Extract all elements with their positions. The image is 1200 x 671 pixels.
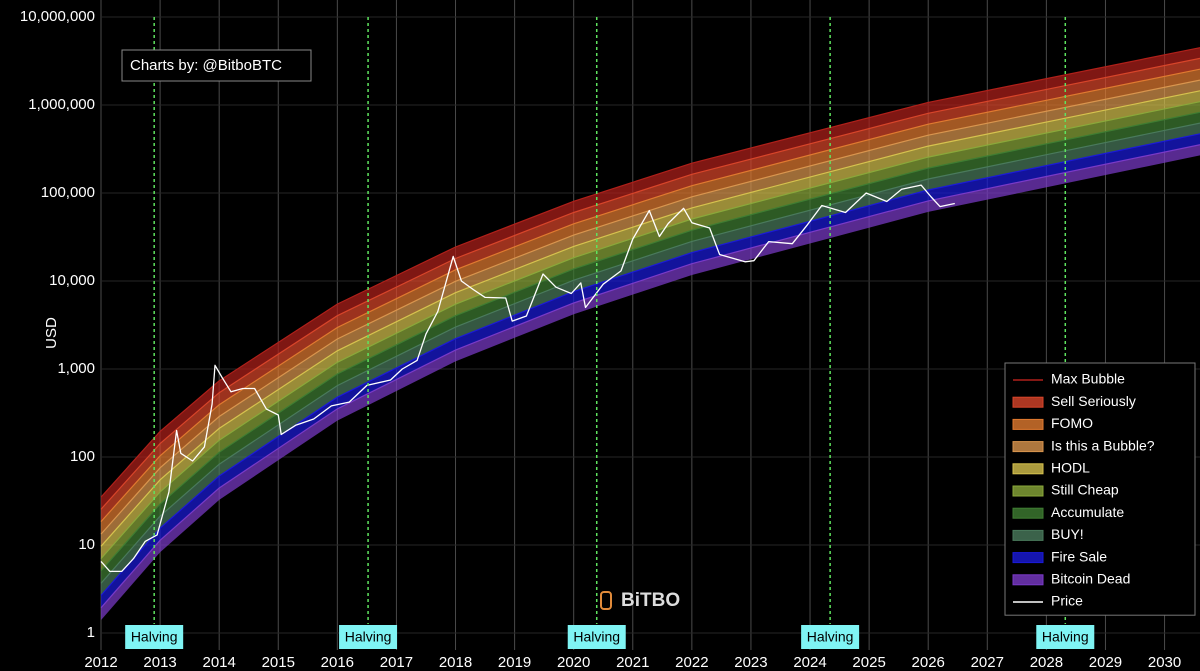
x-tick-label: 2026 bbox=[912, 654, 945, 671]
watermark: BiTBO bbox=[621, 590, 680, 611]
y-tick-label: 100,000 bbox=[41, 184, 95, 201]
x-tick-label: 2019 bbox=[498, 654, 531, 671]
band-edge bbox=[100, 47, 1200, 498]
price-line bbox=[100, 184, 955, 573]
x-tick-label: 2029 bbox=[1089, 654, 1122, 671]
legend-label: Bitcoin Dead bbox=[1051, 571, 1130, 587]
legend-swatch bbox=[1012, 507, 1044, 519]
y-tick-label: 1,000,000 bbox=[28, 96, 95, 113]
legend-swatch bbox=[1012, 396, 1044, 408]
band-edge bbox=[100, 57, 1200, 510]
x-tick-label: 2030 bbox=[1148, 654, 1181, 671]
legend-label: HODL bbox=[1051, 460, 1090, 476]
halving-label-box bbox=[339, 625, 398, 649]
halving-label: Halving bbox=[573, 629, 620, 645]
x-tick-label: 2014 bbox=[202, 654, 235, 671]
halving-label-box bbox=[567, 625, 626, 649]
halving-label: Halving bbox=[345, 629, 392, 645]
attribution-box bbox=[121, 49, 312, 82]
watermark-icon bbox=[600, 591, 612, 610]
halving-label: Halving bbox=[807, 629, 854, 645]
halving-label-box bbox=[1036, 625, 1095, 649]
x-tick-label: 2027 bbox=[971, 654, 1004, 671]
legend-swatch bbox=[1012, 418, 1044, 430]
x-tick-label: 2015 bbox=[262, 654, 295, 671]
y-tick-label: 100 bbox=[70, 448, 95, 465]
x-tick-label: 2023 bbox=[734, 654, 767, 671]
y-tick-label: 10,000,000 bbox=[20, 8, 95, 25]
x-tick-label: 2028 bbox=[1030, 654, 1063, 671]
band-edge bbox=[100, 144, 1200, 609]
band-edge bbox=[100, 101, 1200, 559]
halving-label: Halving bbox=[131, 629, 178, 645]
attribution: Charts by: @BitboBTC bbox=[130, 57, 282, 74]
legend-label: BUY! bbox=[1051, 526, 1084, 542]
legend-label: Max Bubble bbox=[1051, 371, 1125, 387]
legend-swatch bbox=[1012, 552, 1044, 564]
halving-label-box bbox=[125, 625, 184, 649]
y-tick-label: 10 bbox=[78, 536, 95, 553]
band-edge bbox=[100, 133, 1200, 596]
legend-swatch bbox=[1012, 485, 1044, 497]
halving-label-box bbox=[801, 625, 860, 649]
x-tick-label: 2021 bbox=[616, 654, 649, 671]
legend-swatch bbox=[1012, 529, 1044, 541]
y-tick-label: 1 bbox=[87, 624, 95, 641]
legend-label: Fire Sale bbox=[1051, 548, 1107, 564]
legend-label: FOMO bbox=[1051, 415, 1093, 431]
y-axis-label: USD bbox=[43, 317, 60, 349]
halving-label: Halving bbox=[1042, 629, 1089, 645]
y-tick-label: 10,000 bbox=[49, 272, 95, 289]
band-edge bbox=[100, 122, 1200, 584]
x-tick-label: 2024 bbox=[793, 654, 826, 671]
band-edge bbox=[100, 90, 1200, 547]
legend-swatch bbox=[1012, 441, 1044, 453]
legend-label: Sell Seriously bbox=[1051, 393, 1136, 409]
x-tick-label: 2022 bbox=[675, 654, 708, 671]
band-edge bbox=[100, 111, 1200, 572]
x-tick-label: 2013 bbox=[143, 654, 176, 671]
x-tick-label: 2016 bbox=[321, 654, 354, 671]
x-tick-label: 2018 bbox=[439, 654, 472, 671]
x-tick-label: 2025 bbox=[852, 654, 885, 671]
legend-label: Accumulate bbox=[1051, 504, 1124, 520]
legend-swatch bbox=[1012, 463, 1044, 475]
legend-label: Still Cheap bbox=[1051, 482, 1119, 498]
x-tick-label: 2020 bbox=[557, 654, 590, 671]
legend-label: Price bbox=[1051, 593, 1083, 609]
y-tick-label: 1,000 bbox=[57, 360, 95, 377]
x-tick-label: 2017 bbox=[380, 654, 413, 671]
legend-swatch bbox=[1012, 574, 1044, 586]
legend-label: Is this a Bubble? bbox=[1051, 437, 1155, 453]
x-tick-label: 2012 bbox=[84, 654, 117, 671]
band-edge bbox=[100, 68, 1200, 523]
